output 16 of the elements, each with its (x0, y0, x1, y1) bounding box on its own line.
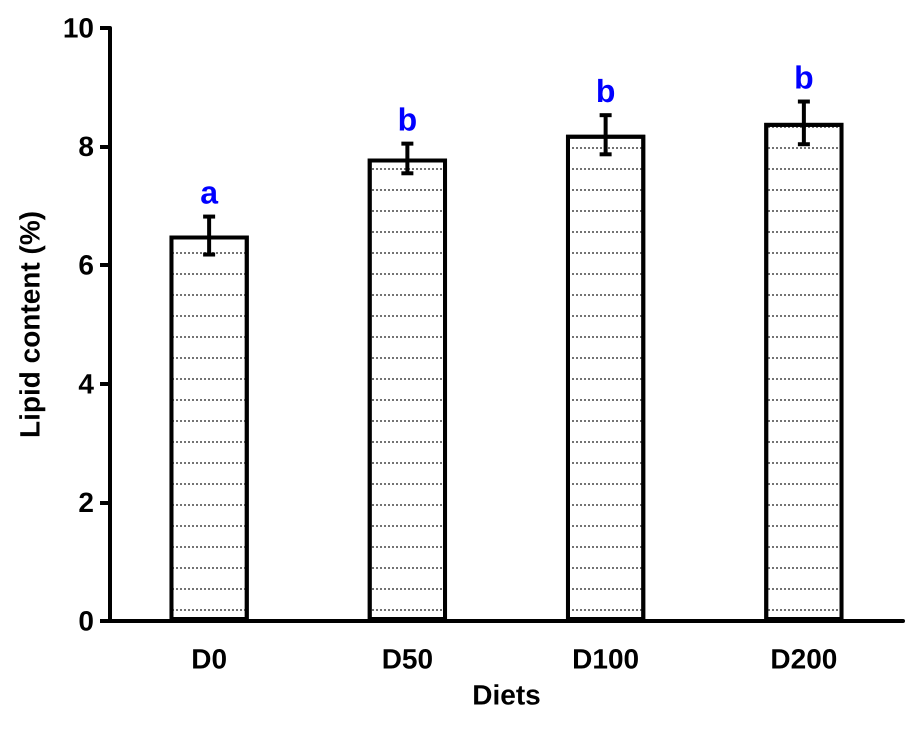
annotation: a (200, 174, 218, 211)
x-tick-label: D0 (191, 644, 228, 674)
x-axis-title: Diets (472, 680, 541, 710)
y-tick-label: 8 (78, 131, 94, 162)
x-tick-label: D50 (382, 644, 434, 674)
y-axis-title: Lipid content (%) (14, 210, 46, 438)
annotation: b (596, 73, 616, 110)
x-tick-label: D100 (572, 644, 640, 674)
y-tick-label: 10 (62, 12, 94, 44)
y-tick-label: 0 (78, 606, 94, 636)
y-tick-label: 4 (78, 368, 94, 400)
annotation: b (398, 102, 418, 138)
annotation: b (794, 60, 814, 96)
y-tick-label: 2 (78, 486, 94, 518)
y-tick-label: 6 (78, 250, 94, 281)
x-tick-label: D200 (770, 644, 838, 674)
